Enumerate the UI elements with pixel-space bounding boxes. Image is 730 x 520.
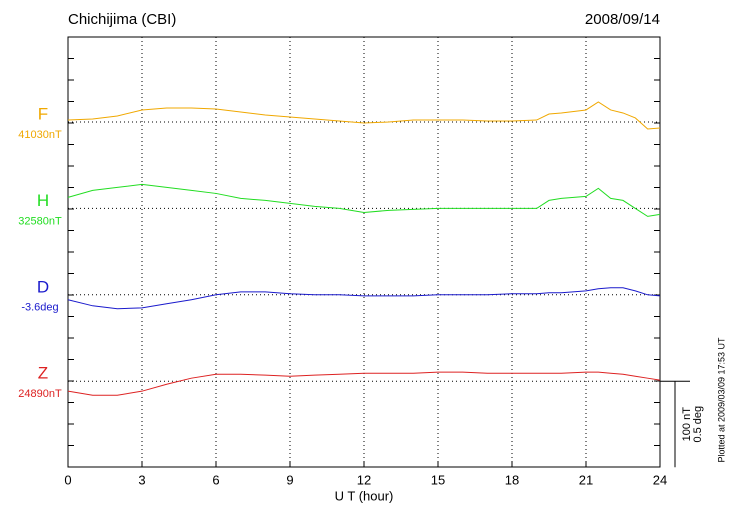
trace [67, 287, 661, 310]
footnote: Plotted at 2009/03/09 17:53 UT [716, 337, 726, 463]
x-tick-label: 18 [505, 472, 519, 487]
scale-label: 0.5 deg [692, 406, 704, 443]
x-tick-label: 24 [653, 472, 667, 487]
baseline-label: -3.6deg [21, 302, 58, 314]
x-tick-label: 15 [431, 472, 445, 487]
series-name: Z [38, 364, 48, 383]
baseline-label: 32580nT [18, 215, 62, 227]
series-name: F [38, 104, 48, 123]
x-tick-label: 0 [64, 472, 71, 487]
trace [67, 101, 661, 130]
x-tick-label: 3 [138, 472, 145, 487]
chart-title: Chichijima (CBI) [68, 11, 176, 28]
x-tick-label: 12 [357, 472, 371, 487]
baseline-label: 41030nT [18, 129, 62, 141]
scale-label: 100 nT [681, 407, 693, 442]
chart-date: 2008/09/14 [585, 11, 660, 28]
series-name: D [37, 277, 49, 296]
baseline-label: 24890nT [18, 388, 62, 400]
series-name: H [37, 191, 49, 210]
trace [67, 183, 661, 217]
x-tick-label: 6 [212, 472, 219, 487]
x-axis-label: U T (hour) [335, 488, 394, 503]
x-tick-label: 9 [286, 472, 293, 487]
x-tick-label: 21 [579, 472, 593, 487]
trace [67, 371, 661, 396]
